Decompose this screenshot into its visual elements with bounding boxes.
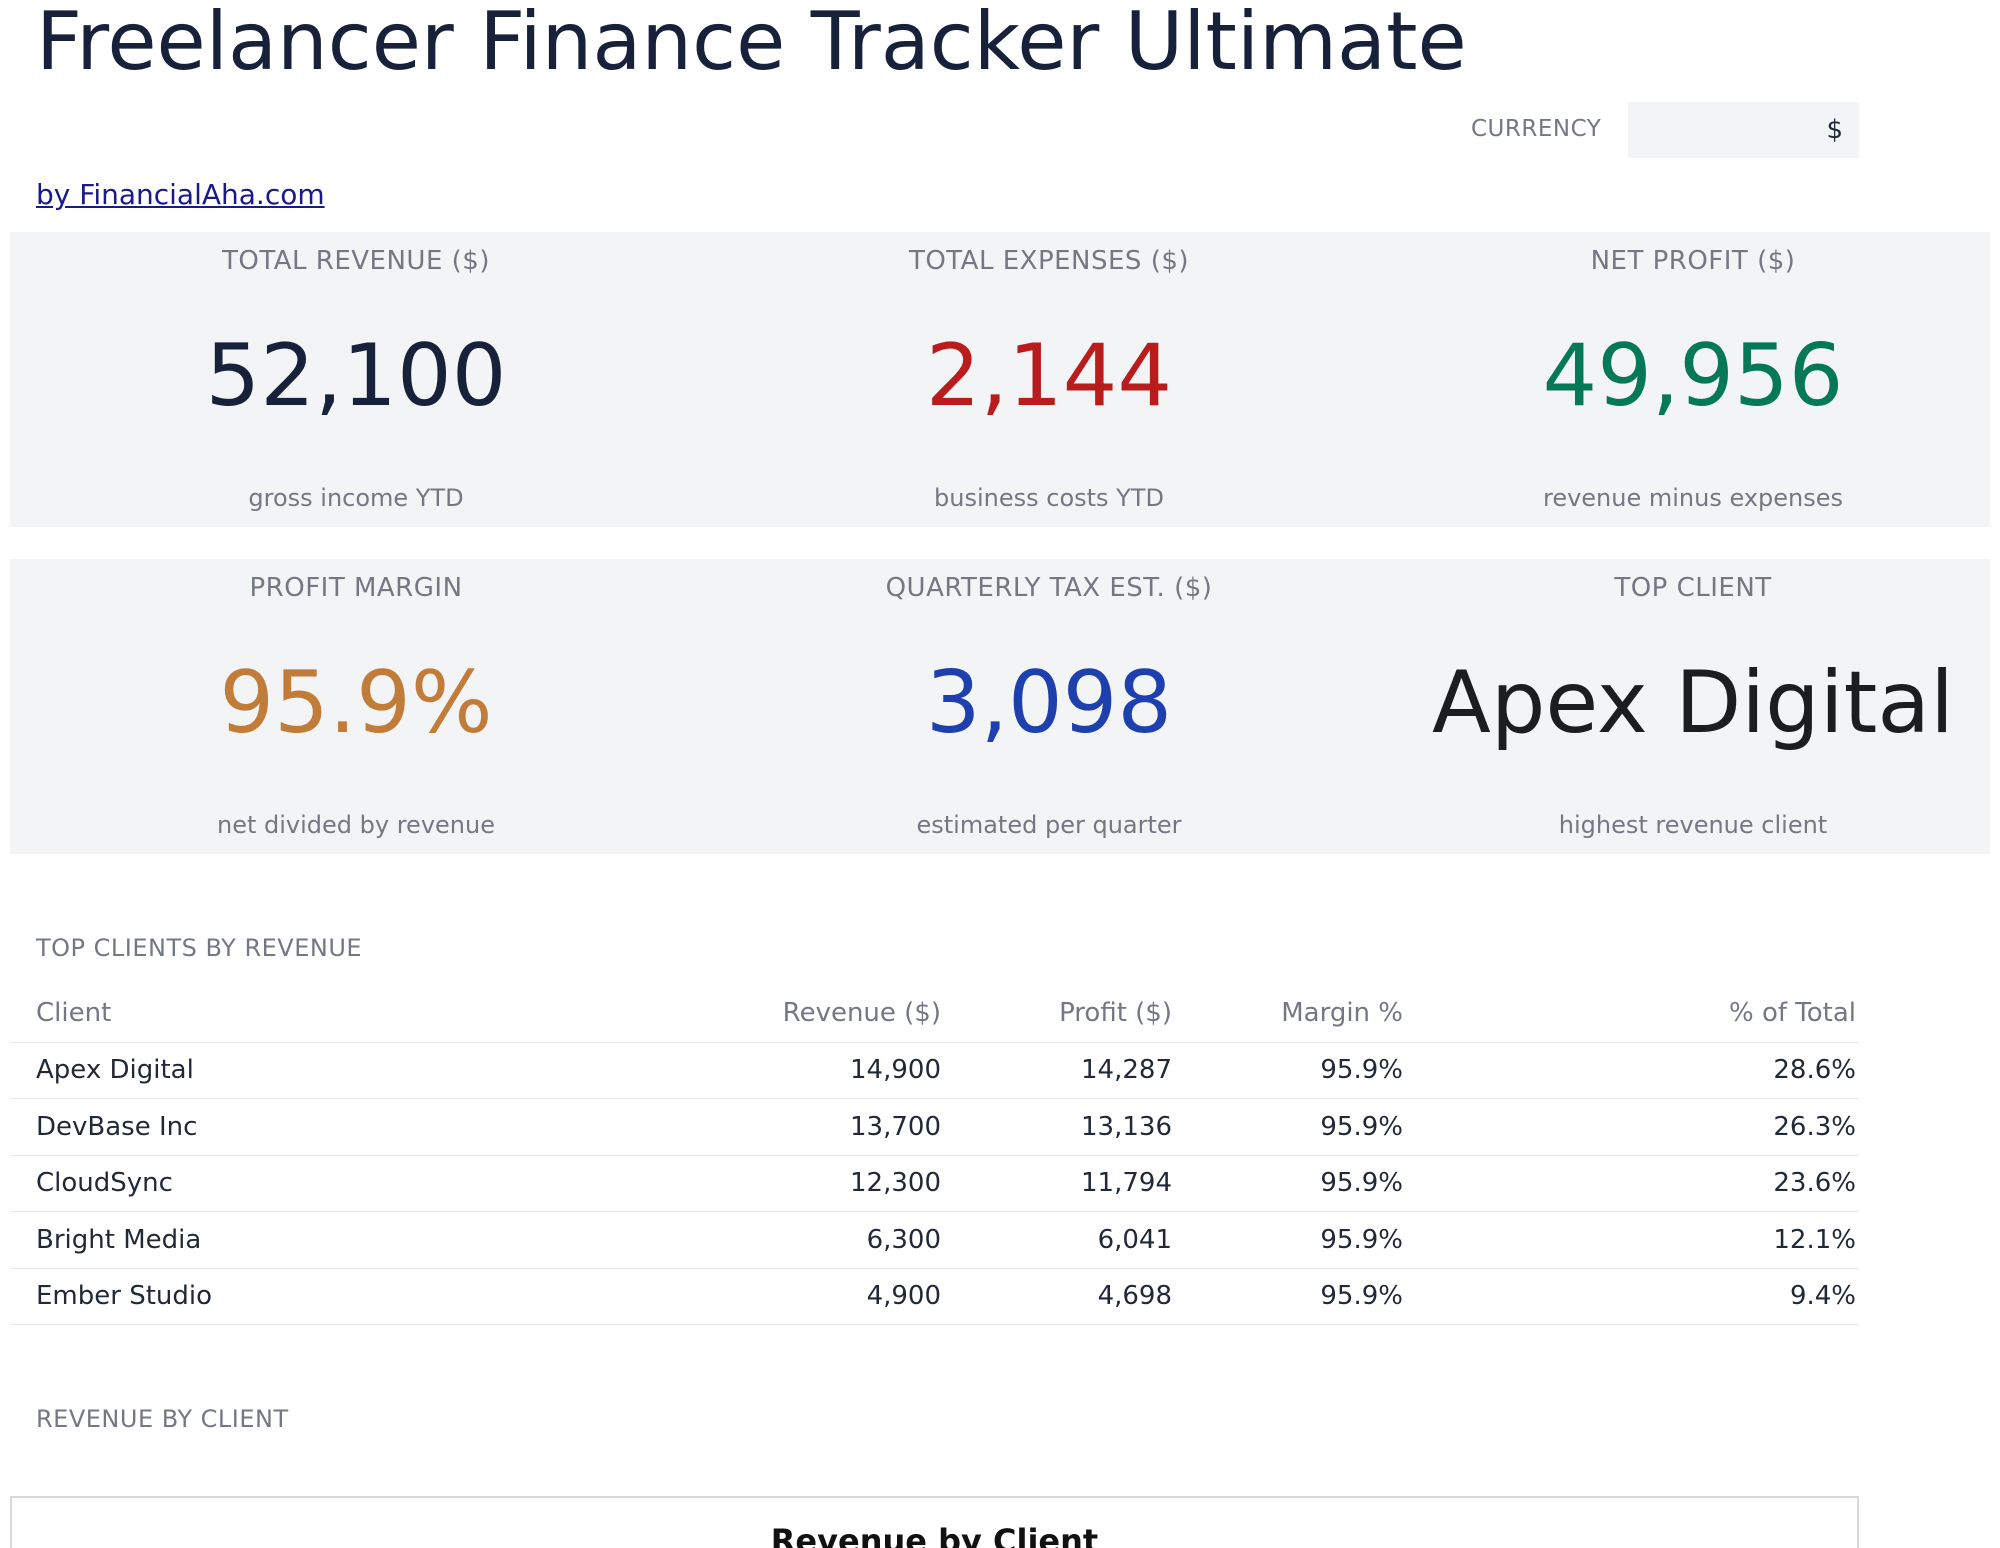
table-row: CloudSync 12,300 11,794 95.9% 23.6% [10,1155,1859,1212]
kpi-value: 52,100 [205,326,507,426]
cell-profit: 4,698 [944,1268,1175,1325]
kpi-row-secondary: PROFIT MARGIN 95.9% net divided by reven… [10,559,1990,854]
kpi-total-expenses: TOTAL EXPENSES ($) 2,144 business costs … [702,232,1396,527]
cell-share: 28.6% [1406,1042,1859,1099]
column-header: Client [10,984,536,1043]
cell-share: 23.6% [1406,1155,1859,1212]
kpi-value: 95.9% [219,653,493,753]
column-header: Revenue ($) [536,984,944,1043]
kpi-quarterly-tax: QUARTERLY TAX EST. ($) 3,098 estimated p… [702,559,1396,854]
kpi-top-client: TOP CLIENT Apex Digital highest revenue … [1396,559,1990,854]
kpi-value: 49,956 [1542,326,1844,426]
kpi-caption: estimated per quarter [916,811,1182,839]
top-clients-table: Client Revenue ($) Profit ($) Margin % %… [10,984,1859,1325]
cell-profit: 13,136 [944,1098,1175,1156]
kpi-caption: revenue minus expenses [1542,484,1844,512]
cell-share: 12.1% [1406,1211,1859,1269]
cell-client: CloudSync [10,1155,536,1212]
byline-link[interactable]: by FinancialAha.com [36,178,325,211]
column-header: Profit ($) [944,984,1175,1043]
cell-share: 26.3% [1406,1098,1859,1156]
cell-margin: 95.9% [1175,1098,1406,1156]
cell-profit: 6,041 [944,1211,1175,1269]
cell-margin: 95.9% [1175,1211,1406,1269]
cell-profit: 14,287 [944,1042,1175,1099]
cell-client: Apex Digital [10,1042,536,1099]
currency-label: CURRENCY [1471,116,1602,142]
kpi-label: TOTAL REVENUE ($) [222,246,490,276]
cell-client: DevBase Inc [10,1098,536,1156]
cell-client: Ember Studio [10,1268,536,1325]
revenue-chart-container: Revenue by Client [10,1496,1859,1548]
cell-revenue: 12,300 [536,1155,944,1212]
cell-client: Bright Media [10,1211,536,1269]
kpi-value: 2,144 [925,326,1173,426]
cell-revenue: 4,900 [536,1268,944,1325]
cell-margin: 95.9% [1175,1042,1406,1099]
kpi-value: 3,098 [925,653,1173,753]
table-row: Apex Digital 14,900 14,287 95.9% 28.6% [10,1042,1859,1099]
cell-revenue: 13,700 [536,1098,944,1156]
cell-profit: 11,794 [944,1155,1175,1212]
section-title-revenue-by-client: REVENUE BY CLIENT [36,1405,289,1433]
cell-margin: 95.9% [1175,1155,1406,1212]
cell-revenue: 14,900 [536,1042,944,1099]
cell-margin: 95.9% [1175,1268,1406,1325]
table-row: Ember Studio 4,900 4,698 95.9% 9.4% [10,1268,1859,1325]
cell-share: 9.4% [1406,1268,1859,1325]
column-header: Margin % [1175,984,1406,1043]
kpi-value: Apex Digital [1432,653,1954,753]
kpi-label: NET PROFIT ($) [1590,246,1796,276]
kpi-label: TOP CLIENT [1614,573,1772,603]
cell-revenue: 6,300 [536,1211,944,1269]
currency-input[interactable] [1628,102,1859,158]
kpi-label: TOTAL EXPENSES ($) [908,246,1190,276]
kpi-net-profit: NET PROFIT ($) 49,956 revenue minus expe… [1396,232,1990,527]
kpi-label: QUARTERLY TAX EST. ($) [885,573,1213,603]
table-header-row: Client Revenue ($) Profit ($) Margin % %… [10,984,1859,1043]
page-title: Freelancer Finance Tracker Ultimate [36,0,1467,88]
column-header: % of Total [1406,984,1859,1043]
section-title-top-clients: TOP CLIENTS BY REVENUE [36,934,363,962]
kpi-caption: net divided by revenue [217,811,495,839]
kpi-row-primary: TOTAL REVENUE ($) 52,100 gross income YT… [10,232,1990,527]
kpi-caption: gross income YTD [248,484,464,512]
kpi-label: PROFIT MARGIN [249,573,463,603]
kpi-total-revenue: TOTAL REVENUE ($) 52,100 gross income YT… [10,232,702,527]
table-row: DevBase Inc 13,700 13,136 95.9% 26.3% [10,1098,1859,1156]
kpi-caption: highest revenue client [1558,811,1828,839]
kpi-caption: business costs YTD [934,484,1164,512]
kpi-profit-margin: PROFIT MARGIN 95.9% net divided by reven… [10,559,702,854]
chart-title: Revenue by Client [770,1522,1099,1548]
table-row: Bright Media 6,300 6,041 95.9% 12.1% [10,1211,1859,1269]
